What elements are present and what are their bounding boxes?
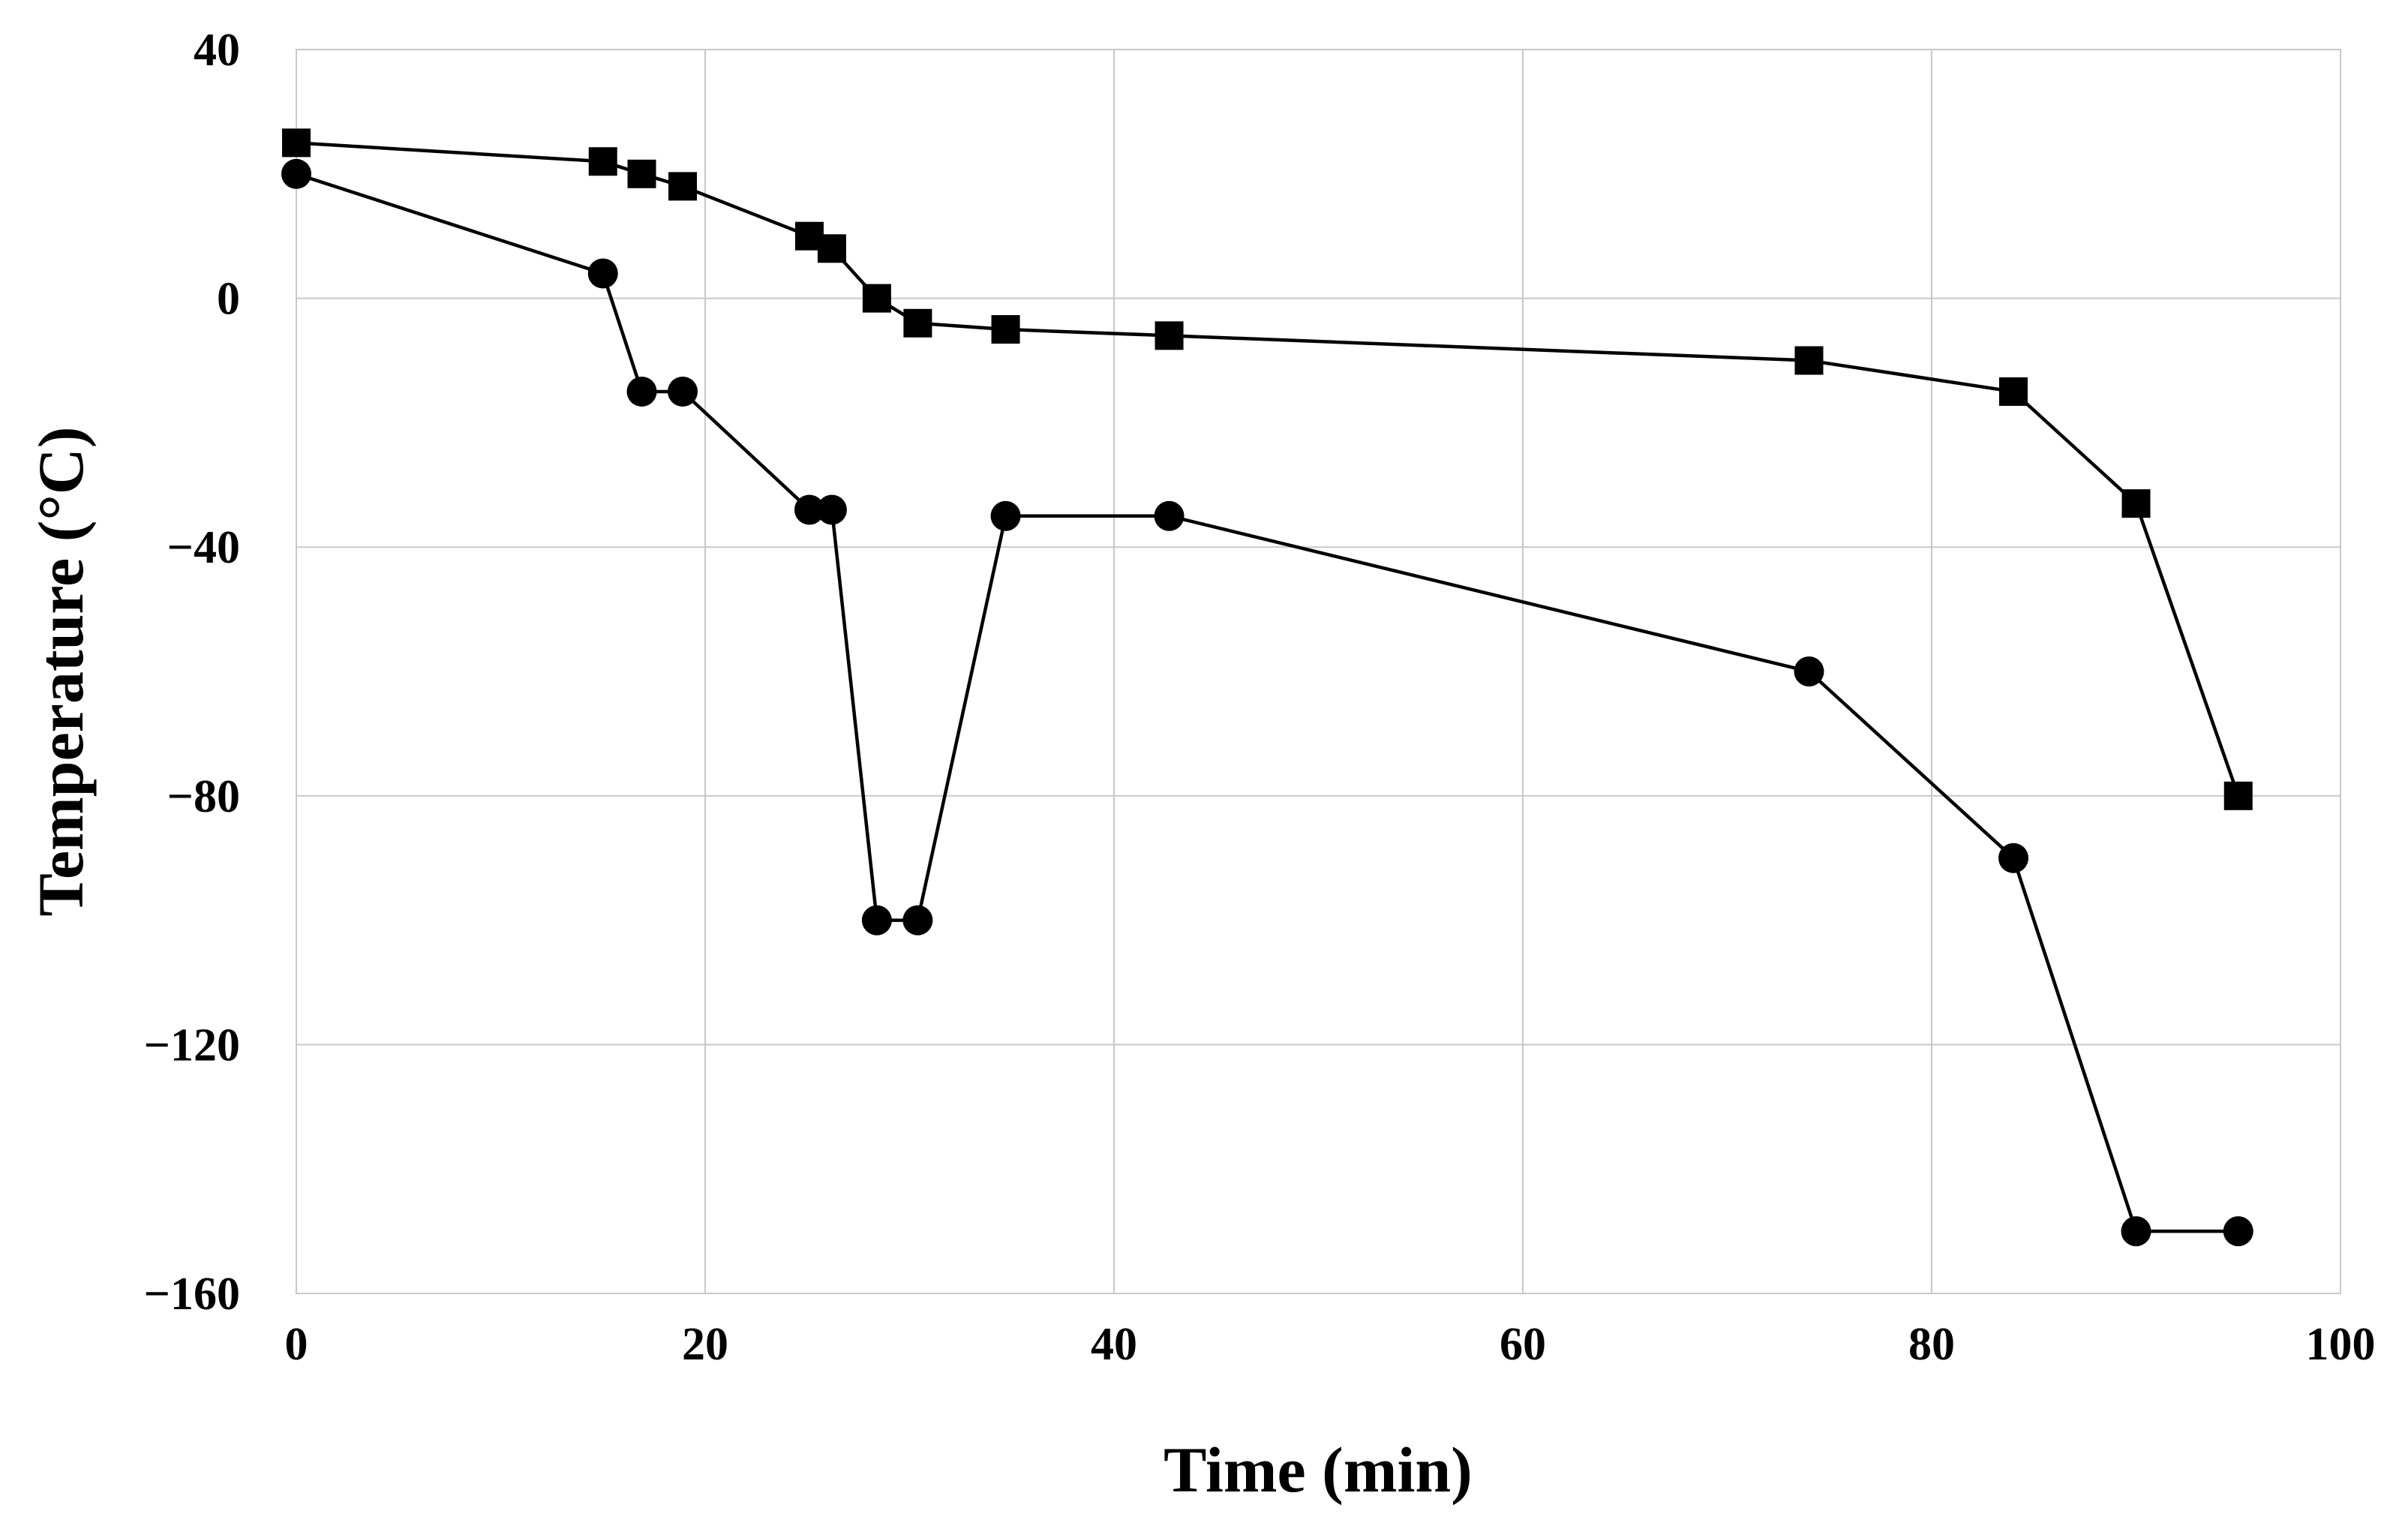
y-tick-label: −80 xyxy=(167,771,240,822)
square-marker xyxy=(903,308,932,338)
x-tick-label: 100 xyxy=(2306,1319,2376,1370)
square-marker xyxy=(862,284,891,313)
circle-marker xyxy=(1794,656,1824,686)
square-marker xyxy=(1154,321,1184,350)
square-marker xyxy=(2223,781,2253,810)
x-tick-label: 40 xyxy=(1091,1319,1137,1370)
x-tick-label: 20 xyxy=(682,1319,728,1370)
series-circle-markers xyxy=(281,158,2253,1247)
data-series xyxy=(281,128,2253,1247)
series-square-markers xyxy=(282,128,2253,810)
square-marker xyxy=(817,234,846,263)
series-line xyxy=(296,172,2238,1233)
plot-area xyxy=(296,49,2341,1294)
y-tick-label: 0 xyxy=(217,274,240,325)
circle-marker xyxy=(794,494,824,525)
circle-marker xyxy=(281,158,311,189)
x-tick-label: 60 xyxy=(1500,1319,1546,1370)
circle-marker xyxy=(626,376,657,407)
series-line xyxy=(296,141,2240,797)
y-tick-label: −40 xyxy=(167,522,240,573)
square-marker xyxy=(991,315,1020,344)
x-axis-tick-labels: 0 20 40 60 80 100 xyxy=(285,1319,2376,1370)
circle-marker xyxy=(2223,1216,2253,1247)
square-marker xyxy=(1999,377,2028,406)
circle-marker xyxy=(816,494,847,525)
square-marker xyxy=(627,159,656,188)
y-axis-tick-labels: 40 0 −40 −80 −120 −160 xyxy=(144,25,240,1320)
y-tick-label: 40 xyxy=(194,25,240,76)
square-marker xyxy=(2121,489,2151,518)
circle-marker xyxy=(902,905,933,936)
circle-marker xyxy=(861,905,892,936)
y-axis-title: Temperature (°C) xyxy=(25,427,97,917)
y-tick-label: −120 xyxy=(144,1020,240,1071)
circle-marker xyxy=(668,376,698,407)
square-marker xyxy=(282,128,311,158)
grid-lines xyxy=(296,49,2341,1294)
x-tick-label: 80 xyxy=(1908,1319,1955,1370)
x-axis-title: Time (min) xyxy=(1163,1434,1473,1506)
x-tick-label: 0 xyxy=(285,1319,308,1370)
circle-marker xyxy=(2121,1216,2151,1247)
square-marker xyxy=(1794,346,1824,375)
circle-marker xyxy=(1154,500,1184,531)
circle-marker xyxy=(587,258,618,289)
circle-marker xyxy=(1998,843,2028,873)
y-tick-label: −160 xyxy=(144,1269,240,1320)
circle-marker xyxy=(990,500,1021,531)
square-marker xyxy=(588,147,617,176)
square-marker xyxy=(668,172,698,201)
